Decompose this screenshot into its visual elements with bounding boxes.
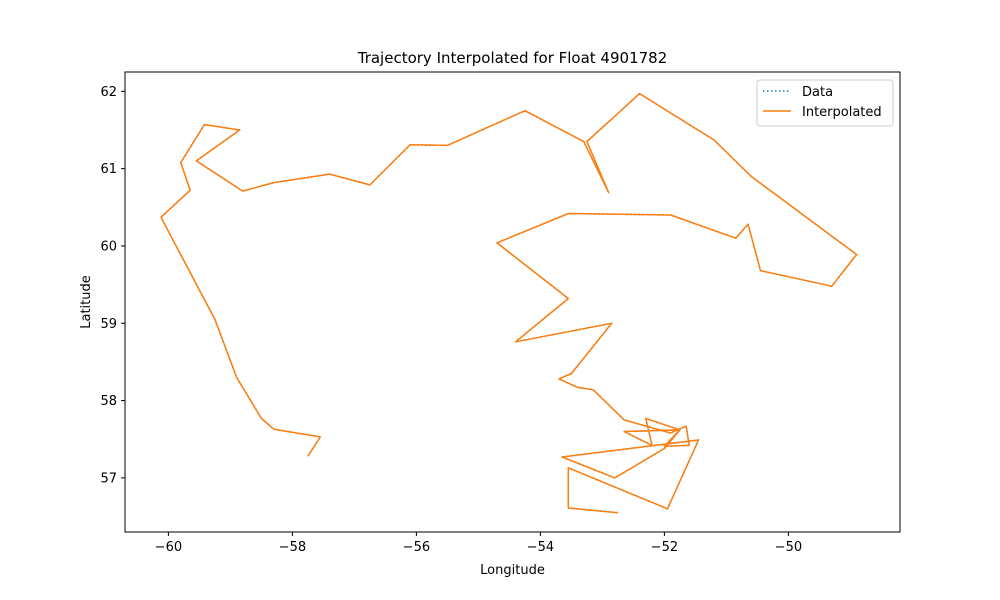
- y-tick-label: 60: [100, 239, 117, 254]
- plot-frame: [124, 71, 901, 533]
- y-axis: 57 58 59 60 61 62: [100, 85, 125, 486]
- x-tick-label: −50: [775, 540, 802, 555]
- chart-title: Trajectory Interpolated for Float 490178…: [357, 49, 668, 67]
- x-axis: −60 −58 −56 −54 −52 −50: [155, 532, 802, 555]
- legend-label-interpolated: Interpolated: [802, 105, 882, 120]
- legend-label-data: Data: [802, 85, 833, 100]
- y-tick-label: 62: [100, 85, 117, 100]
- y-tick-label: 59: [100, 317, 117, 332]
- y-tick-label: 58: [100, 394, 117, 409]
- legend-box: [756, 79, 894, 127]
- y-axis-label: Latitude: [79, 275, 94, 329]
- x-tick-label: −58: [279, 540, 306, 555]
- y-tick-label: 61: [100, 162, 117, 177]
- y-tick-label: 57: [100, 471, 117, 486]
- series-line-interpolated: [160, 92, 858, 514]
- x-axis-label: Longitude: [480, 563, 545, 578]
- plot-area: [160, 92, 858, 514]
- x-tick-label: −60: [155, 540, 182, 555]
- x-tick-label: −56: [403, 540, 430, 555]
- x-tick-label: −52: [651, 540, 678, 555]
- legend: Data Interpolated: [756, 79, 894, 127]
- x-tick-label: −54: [527, 540, 554, 555]
